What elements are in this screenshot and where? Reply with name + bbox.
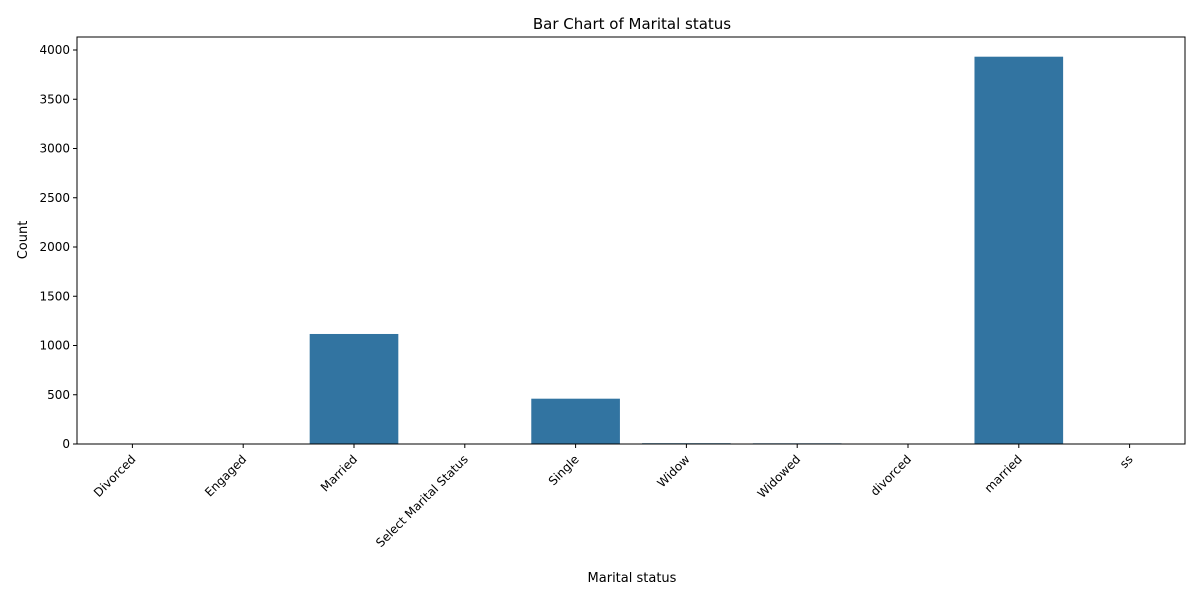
x-tick-label: ss bbox=[1117, 452, 1136, 471]
y-tick-label: 1000 bbox=[39, 339, 70, 353]
y-axis: 0 500 1000 1500 2000 2500 3000 3500 4000 bbox=[39, 43, 77, 451]
y-tick-label: 0 bbox=[62, 437, 70, 451]
x-tick-label: Select Marital Status bbox=[373, 452, 471, 550]
x-axis-label: Marital status bbox=[588, 571, 677, 586]
x-axis: Divorced Engaged Married Select Marital Sta… bbox=[91, 444, 1136, 550]
x-tick-label: divorced bbox=[868, 452, 914, 498]
y-tick-label: 1500 bbox=[39, 289, 70, 303]
bar-married bbox=[974, 57, 1063, 444]
y-tick-label: 4000 bbox=[39, 43, 70, 57]
bar-married bbox=[310, 334, 399, 444]
x-tick-label: Widow bbox=[655, 452, 693, 490]
x-tick-label: Widowed bbox=[755, 452, 804, 501]
y-tick-label: 2000 bbox=[39, 240, 70, 254]
bar-single bbox=[531, 399, 620, 444]
y-tick-label: 500 bbox=[47, 388, 70, 402]
chart-title: Bar Chart of Marital status bbox=[533, 15, 731, 33]
y-axis-label: Count bbox=[16, 221, 31, 260]
x-tick-label: Married bbox=[318, 452, 360, 494]
y-tick-label: 3500 bbox=[39, 92, 70, 106]
x-tick-label: married bbox=[982, 452, 1025, 495]
bars-layer bbox=[88, 57, 1174, 444]
y-tick-label: 2500 bbox=[39, 191, 70, 205]
y-tick-label: 3000 bbox=[39, 142, 70, 156]
x-tick-label: Single bbox=[546, 452, 582, 488]
x-tick-label: Engaged bbox=[202, 452, 249, 499]
x-tick-label: Divorced bbox=[91, 452, 139, 500]
